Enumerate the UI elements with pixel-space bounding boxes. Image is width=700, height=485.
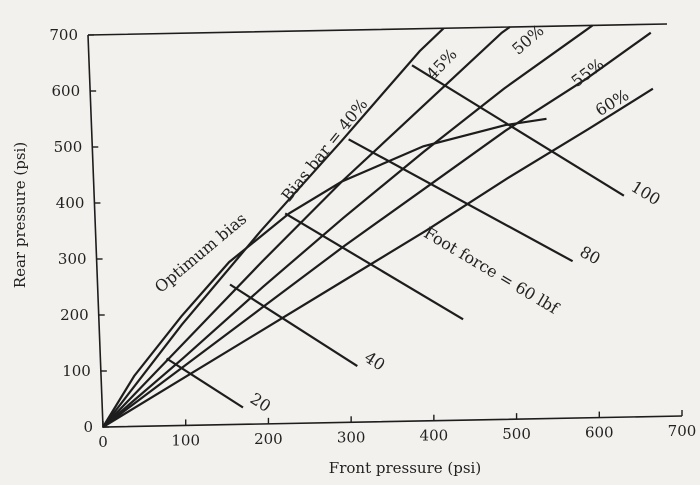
bias-line-55: [102, 31, 652, 428]
x-tick-label: 100: [171, 431, 200, 449]
plot-frame: [87, 23, 683, 428]
optimum-bias-label: Optimum bias: [151, 209, 250, 297]
optimum-bias-line: [102, 117, 547, 428]
y-tick-label: 200: [60, 306, 89, 324]
x-tick-label: 0: [98, 433, 108, 451]
x-tick-label: 700: [668, 422, 697, 440]
bias-line-bias-bar-40: [102, 27, 445, 428]
y-axis-title: Rear pressure (psi): [11, 142, 29, 288]
foot-force-line-40: [229, 283, 358, 368]
axes: 0 100 200 300 400 500 600 700 0 100 200 300 400 500 6…: [49, 23, 696, 451]
y-ticks: 0 100 200 300 400 500 600 700: [49, 26, 109, 436]
foot-force-label-40: 40: [361, 347, 388, 374]
y-tick-label: 400: [56, 194, 85, 212]
bias-label-55: 55%: [568, 54, 608, 91]
foot-force-line-100: [411, 64, 625, 197]
foot-force-label-20: 20: [247, 389, 274, 416]
annotations: Front pressure (psi) Rear pressure (psi): [11, 142, 481, 477]
bias-line-60: [102, 87, 654, 428]
x-tick-label: 200: [254, 430, 283, 448]
x-tick-label: 300: [337, 428, 366, 446]
bias-label-bias-bar-40: Bias bar = 40%: [277, 95, 371, 205]
plot-area: Bias bar = 40%45%50%55%60% Optimum bias …: [102, 21, 664, 428]
y-tick-label: 600: [52, 82, 81, 100]
y-tick-label: 0: [83, 418, 93, 436]
y-tick-label: 100: [62, 362, 91, 380]
foot-force-label-100: 100: [628, 177, 664, 209]
foot-force-line-20: [166, 357, 244, 409]
x-tick-label: 500: [502, 425, 531, 443]
bias-line-50: [102, 24, 594, 428]
foot-force-line-80: [348, 138, 574, 263]
x-ticks: 0 100 200 300 400 500 600 700: [98, 410, 696, 451]
foot-force-title: Foot force = 60 lbf: [421, 223, 563, 318]
y-tick-label: 300: [58, 250, 87, 268]
foot-force-line-60: [284, 212, 464, 321]
y-tick-label: 700: [49, 26, 78, 44]
foot-force-lines: 20 40 80 100 Foot force = 60 lbf: [166, 64, 664, 416]
y-tick-label: 500: [54, 138, 83, 156]
foot-force-label-80: 80: [577, 242, 604, 268]
x-axis-title: Front pressure (psi): [329, 459, 481, 477]
x-tick-label: 400: [420, 427, 449, 445]
x-tick-label: 600: [585, 424, 614, 442]
